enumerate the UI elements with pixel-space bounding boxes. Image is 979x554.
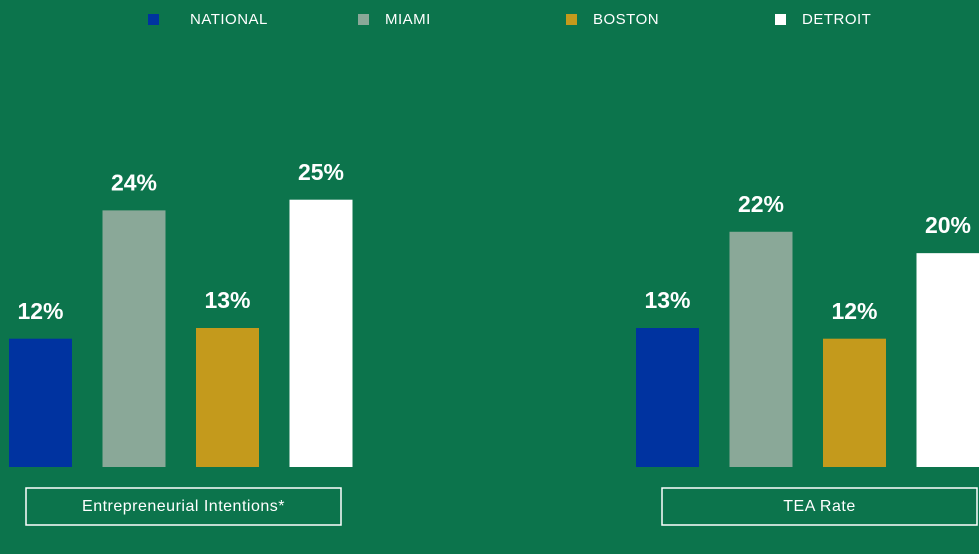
legend-swatch — [358, 14, 369, 25]
bar — [729, 231, 793, 467]
label-box — [25, 487, 342, 526]
bar — [636, 328, 699, 467]
bar — [823, 338, 886, 467]
value-label: 12% — [831, 298, 877, 324]
bar — [916, 253, 979, 467]
value-label: 22% — [738, 191, 784, 217]
bar — [196, 328, 259, 467]
value-label: 12% — [17, 298, 63, 324]
legend-swatch — [775, 14, 786, 25]
bar — [289, 199, 353, 467]
legend-label: DETROIT — [802, 11, 871, 28]
value-label: 25% — [298, 159, 344, 185]
legend-label: BOSTON — [593, 11, 659, 28]
value-label: 24% — [111, 169, 157, 195]
bar — [9, 338, 72, 467]
bar — [102, 210, 166, 467]
chart-title: TEA Rate — [783, 498, 855, 515]
value-label: 13% — [644, 287, 690, 313]
label-box — [661, 487, 978, 526]
legend-label: MIAMI — [385, 11, 431, 28]
chart-title: Entrepreneurial Intentions* — [82, 498, 285, 515]
value-label: 20% — [925, 212, 971, 238]
legend-swatch — [148, 14, 159, 25]
legend-label: NATIONAL — [190, 11, 268, 28]
legend-swatch — [566, 14, 577, 25]
value-label: 13% — [204, 287, 250, 313]
